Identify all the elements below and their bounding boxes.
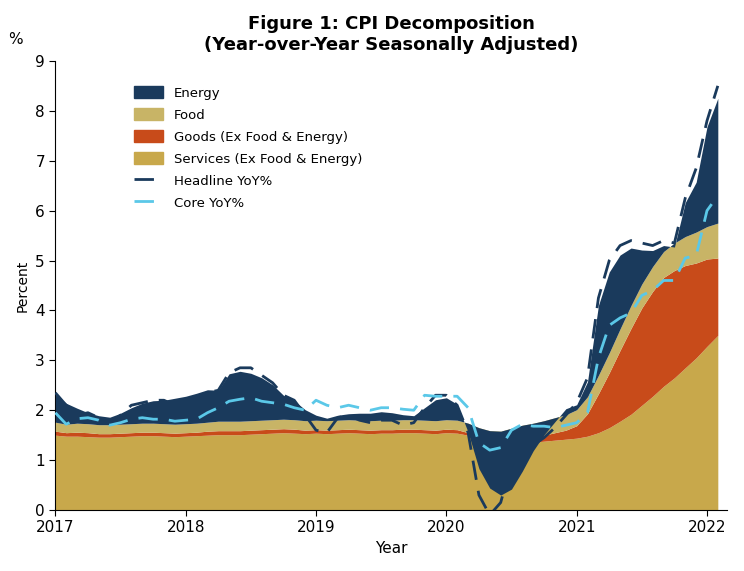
Y-axis label: Percent: Percent: [16, 259, 30, 312]
Text: %: %: [8, 33, 23, 47]
X-axis label: Year: Year: [375, 541, 407, 556]
Legend: Energy, Food, Goods (Ex Food & Energy), Services (Ex Food & Energy), Headline Yo: Energy, Food, Goods (Ex Food & Energy), …: [129, 81, 368, 215]
Title: Figure 1: CPI Decomposition
(Year-over-Year Seasonally Adjusted): Figure 1: CPI Decomposition (Year-over-Y…: [204, 15, 578, 54]
